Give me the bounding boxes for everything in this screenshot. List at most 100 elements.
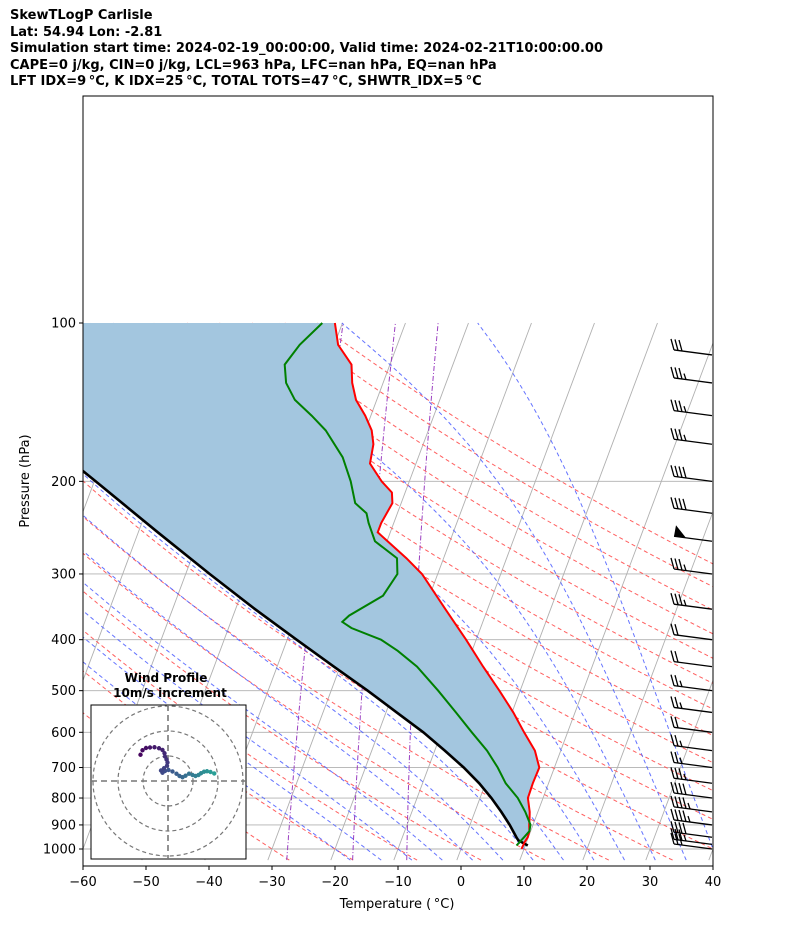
barb-half-flag	[683, 434, 687, 442]
barb-staff	[673, 792, 713, 799]
barb-flag	[674, 809, 679, 821]
hodograph-point	[147, 745, 153, 750]
barb-flag	[682, 498, 687, 511]
moist-adiabat	[341, 322, 687, 861]
moist-adiabat	[83, 581, 443, 861]
dry-adiabat	[83, 445, 713, 850]
temperature-line	[333, 322, 541, 850]
barb-flag	[670, 366, 675, 379]
x-tick-label: −60	[69, 875, 96, 890]
barb-flag	[674, 821, 679, 833]
hodograph-point	[162, 751, 167, 756]
hodograph-point	[186, 771, 192, 776]
wind-barb	[670, 428, 713, 445]
barb-flag	[670, 832, 675, 845]
dry-adiabat	[83, 515, 610, 861]
barb-flag	[678, 782, 683, 795]
axes: −60 −50 −40 −30 −20 −10 0 10 20 30 40 1000 900 800 700…	[43, 317, 721, 891]
barb-flag	[674, 833, 679, 845]
y-tick-label: 500	[51, 684, 76, 699]
hodograph-point	[156, 746, 162, 751]
wind-barb	[670, 366, 713, 384]
barb-flag	[678, 339, 683, 352]
x-tick-label: 0	[457, 875, 465, 890]
barb-staff	[673, 349, 713, 356]
wind-barb	[670, 808, 713, 826]
wind-barb	[670, 828, 713, 846]
dewpoint-line	[283, 322, 532, 847]
y-tick-label: 700	[51, 761, 76, 776]
barb-flag	[674, 399, 679, 412]
barb-flag	[678, 466, 683, 478]
barb-flag	[670, 734, 675, 746]
barb-half-flag	[683, 406, 687, 413]
dry-adiabat	[83, 347, 713, 764]
x-tick-label: −50	[132, 875, 159, 890]
wind-barb	[670, 497, 713, 514]
barb-half-flag	[683, 373, 687, 380]
wind-barb	[670, 781, 713, 799]
barb-flag	[678, 822, 683, 834]
hodograph-inset: Wind Profile 10m/s increment	[90, 671, 247, 860]
barb-half-flag	[687, 815, 691, 823]
wind-barb	[670, 650, 713, 668]
barb-flag	[682, 810, 687, 822]
barb-flag	[674, 782, 679, 794]
isotherm-line	[772, 323, 794, 860]
y-tick-label: 900	[51, 818, 76, 833]
hodograph-point	[170, 769, 175, 774]
barb-flag	[670, 623, 675, 635]
barb-staff	[673, 660, 713, 668]
wind-barb	[670, 623, 713, 641]
time-line: Simulation start time: 2024-02-19_00:00:…	[10, 41, 603, 56]
wind-barb	[670, 557, 713, 575]
barb-flag	[674, 675, 679, 687]
wind-barbs	[670, 338, 713, 850]
barb-flag	[678, 796, 683, 809]
barb-staff	[673, 761, 713, 769]
dry-adiabat	[83, 552, 546, 861]
wind-barb	[670, 696, 713, 714]
barb-flag	[670, 593, 675, 605]
barb-half-flag	[679, 680, 683, 687]
hodograph-point	[177, 773, 182, 779]
x-tick-label: −20	[321, 875, 348, 890]
barb-flag	[682, 783, 687, 795]
location-line: Lat: 54.94 Lon: -2.81	[10, 24, 163, 40]
barb-staff	[673, 838, 713, 846]
x-tick-label: −40	[195, 875, 222, 890]
barb-flag	[670, 767, 675, 779]
barb-flag	[670, 428, 675, 440]
hodograph-point	[162, 754, 168, 759]
wind-barb	[670, 734, 713, 752]
x-tick-label: 20	[579, 875, 596, 890]
barb-flag	[670, 338, 675, 351]
barb-flag	[670, 716, 675, 728]
barb-half-flag	[683, 599, 687, 606]
barb-flag	[674, 367, 679, 379]
barb-flag	[674, 767, 679, 779]
barb-flag	[674, 696, 679, 709]
barb-flag	[670, 497, 675, 509]
barb-staff	[673, 634, 713, 641]
barb-flag	[678, 400, 683, 412]
barb-half-flag	[679, 702, 683, 709]
barb-flag	[674, 593, 679, 605]
hodograph-point	[143, 745, 149, 751]
barb-flag	[674, 497, 679, 509]
barb-half-flag	[687, 802, 691, 810]
barb-staff	[673, 831, 713, 838]
barb-staff	[673, 568, 713, 575]
barb-staff	[673, 726, 713, 733]
wind-barb	[670, 465, 713, 482]
hodograph-plot	[91, 705, 246, 859]
convection-indices-line: CAPE=0 j/kg, CIN=0 j/kg, LCL=963 hPa, LF…	[10, 57, 497, 73]
hodograph-point	[140, 748, 145, 753]
stability-indices-line: LFT IDX=9 °C, K IDX=25 °C, TOTAL TOTS=47…	[10, 74, 482, 89]
barb-flag	[674, 650, 679, 663]
y-tick-label: 800	[51, 792, 76, 807]
barb-flag	[670, 795, 675, 808]
parcel-profile-line	[83, 469, 529, 847]
wind-barb	[670, 832, 713, 850]
barb-flag	[670, 465, 675, 477]
